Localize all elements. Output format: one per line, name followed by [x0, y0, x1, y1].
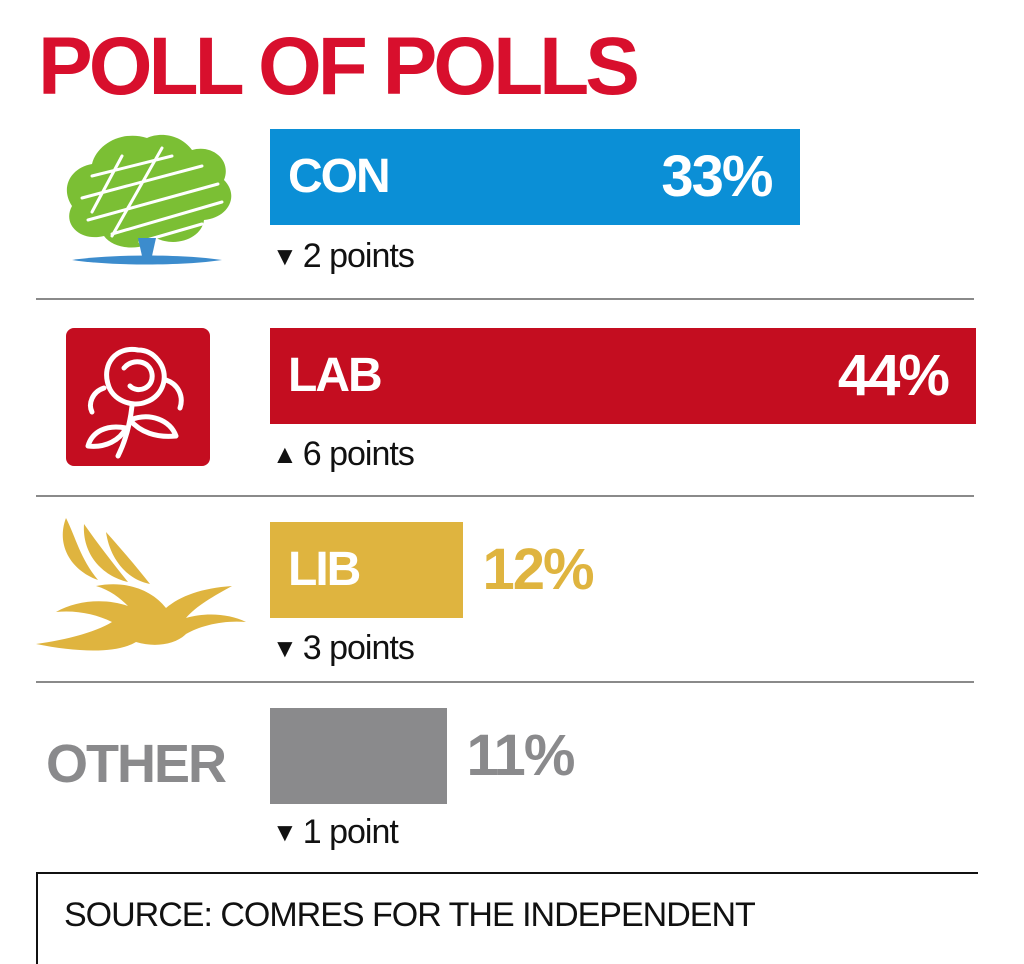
- value-label-lab: 44%: [837, 343, 950, 408]
- bar-con: CON 33%: [270, 129, 800, 225]
- bar-lib: LIB: [270, 522, 463, 618]
- change-lib: ▼ 3 points: [272, 628, 415, 668]
- source-box: SOURCE: COMRES FOR THE INDEPENDENT: [36, 872, 978, 964]
- bar-label-con: CON: [288, 150, 391, 203]
- up-arrow-icon: ▲: [272, 439, 298, 469]
- bar-lab: LAB 44%: [270, 328, 976, 424]
- divider: [36, 298, 974, 300]
- labour-rose-icon: [66, 328, 210, 466]
- bar-label-lib: LIB: [288, 543, 361, 596]
- divider: [36, 681, 974, 683]
- down-arrow-icon: ▼: [272, 817, 298, 847]
- change-text-con: 2 points: [302, 237, 415, 275]
- source-note: SOURCE: COMRES FOR THE INDEPENDENT: [64, 896, 756, 934]
- chart-title: POLL OF POLLS: [38, 21, 640, 112]
- libdem-bird-icon: [36, 518, 246, 651]
- change-text-lib: 3 points: [302, 629, 415, 667]
- bar-label-lab: LAB: [288, 349, 383, 402]
- conservative-tree-icon: [66, 134, 232, 265]
- change-con: ▼ 2 points: [272, 236, 415, 276]
- down-arrow-icon: ▼: [272, 241, 298, 271]
- change-text-lab: 6 points: [302, 435, 415, 473]
- bar-other: [270, 708, 447, 804]
- change-other: ▼ 1 point: [272, 812, 399, 852]
- down-arrow-icon: ▼: [272, 633, 298, 663]
- value-label-other: 11%: [466, 723, 576, 788]
- category-label-other: OTHER: [46, 734, 227, 794]
- value-label-lib: 12%: [482, 537, 595, 602]
- change-text-other: 1 point: [302, 813, 399, 851]
- value-label-con: 33%: [661, 144, 773, 209]
- divider: [36, 495, 974, 497]
- change-lab: ▲ 6 points: [272, 434, 415, 474]
